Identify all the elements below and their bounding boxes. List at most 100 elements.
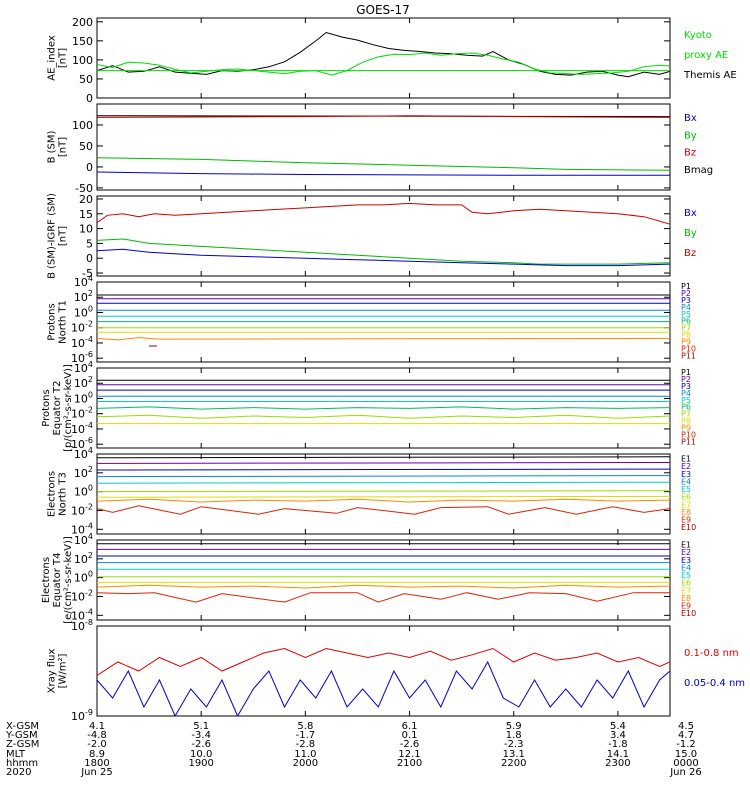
legend-label: E3 <box>681 470 691 479</box>
legend-label: E6 <box>681 579 691 588</box>
y-tick-label: 15 <box>79 208 93 221</box>
legend-label: P2 <box>681 375 691 384</box>
legend-label: P11 <box>681 352 696 361</box>
x-tick-value: 4.1 <box>89 721 105 732</box>
series-p7 <box>97 414 670 419</box>
y-tick-label: 10-2 <box>71 320 93 335</box>
legend-label: P8 <box>681 417 691 426</box>
legend-label: E5 <box>681 485 691 494</box>
x-tick-value: 13.1 <box>503 749 525 760</box>
y-tick-label: 102 <box>74 551 93 566</box>
x-tick-value: Jun 25 <box>80 767 113 778</box>
series-p6 <box>97 406 670 410</box>
x-tick-value: 5.4 <box>610 721 626 732</box>
x-tick-value: 5.8 <box>297 721 313 732</box>
x-tick-value: -2.8 <box>296 739 316 750</box>
y-tick-label: 10-9 <box>71 708 93 723</box>
legend-label: E1 <box>681 455 691 464</box>
legend-label: 0.1-0.8 nm <box>684 648 739 659</box>
panel-e_equator: 10-4 10-2 100 102 104 Electrons Equator T4 [e/(… <box>41 532 696 624</box>
legend-label: Bz <box>684 248 696 259</box>
y-axis-label: B (SM) <box>47 130 58 163</box>
legend-label: P1 <box>681 282 691 291</box>
y-tick-label: 102 <box>74 289 93 304</box>
series-group <box>97 115 670 176</box>
legend-label: E4 <box>681 477 691 486</box>
legend-label: E2 <box>681 462 691 471</box>
panel-e_north: 10-4 10-2 100 102 104 Electrons North T3 E1E2E3… <box>47 446 697 536</box>
x-tick-value: 6.1 <box>402 721 418 732</box>
y-tick-label: 100 <box>72 54 93 67</box>
x-tick-value: Jun 26 <box>669 767 702 778</box>
panel-frame <box>96 453 671 535</box>
legend-label: P5 <box>681 310 691 319</box>
x-row-label: Z-GSM <box>6 739 39 750</box>
y-axis-label: Equator T2 <box>52 381 63 436</box>
x-tick-value: 8.9 <box>89 749 105 760</box>
x-tick-value: 11.0 <box>294 749 316 760</box>
y-tick-label: -5 <box>82 267 93 280</box>
x-tick-value: 4.5 <box>678 721 694 732</box>
y-axis-label: North T1 <box>58 300 69 344</box>
legend-label: P6 <box>681 403 691 412</box>
x-tick-value: 1900 <box>188 758 213 769</box>
y-tick-label: 10-6 <box>71 436 93 451</box>
y-axis-label: North T3 <box>58 472 69 516</box>
panel-xray: 10-9 10-8 Xray flux [W/m²] 0.1-0.8 nm 0.05-0.… <box>47 618 746 723</box>
x-tick-value: -2.6 <box>191 739 211 750</box>
x-tick-value: -2.3 <box>504 739 524 750</box>
panel-bsm: -50 0 50 100 B (SM) [nT] Bx By Bz Bmag <box>47 103 713 195</box>
x-tick-value: 2000 <box>293 758 318 769</box>
y-tick-label: 104 <box>74 532 93 547</box>
x-tick-value: 14.1 <box>607 749 629 760</box>
series-group <box>97 294 670 347</box>
chart-title: GOES-17 <box>356 3 410 17</box>
legend-label: P3 <box>681 382 691 391</box>
panel-frame <box>96 103 671 191</box>
legend-label: Bz <box>684 148 696 159</box>
y-tick-label: 104 <box>74 274 93 289</box>
legend-label: E4 <box>681 563 691 572</box>
x-row-label: hhmm <box>6 758 38 769</box>
legend-label: E9 <box>681 602 691 611</box>
legend-label: P9 <box>681 424 691 433</box>
x-row-label: Y-GSM <box>5 730 38 741</box>
legend-label: E6 <box>681 493 691 502</box>
legend-label: Themis AE <box>683 70 737 81</box>
y-tick-label: 0 <box>86 252 93 265</box>
series-group <box>97 647 670 716</box>
legend-label: E10 <box>681 523 696 532</box>
series-0-1-0-8-nm <box>97 647 670 676</box>
y-tick-label: 100 <box>74 390 93 405</box>
y-tick-label: 50 <box>79 73 93 86</box>
x-tick-value: -1.7 <box>296 730 316 741</box>
series-group <box>97 543 670 603</box>
legend-label: E7 <box>681 500 691 509</box>
legend-label: Bx <box>684 208 697 219</box>
legend-label: P8 <box>681 331 691 340</box>
series-bz <box>97 115 670 118</box>
series-e2 <box>97 462 670 464</box>
y-axis-label: Protons <box>47 303 58 340</box>
series-e7 <box>97 495 670 498</box>
series-e6 <box>97 490 670 493</box>
y-tick-label: 50 <box>79 140 93 153</box>
legend-label: P4 <box>681 303 691 312</box>
panel-ae: 0 50 100 150 200 AE_index [nT] Kyoto proxy AE The… <box>47 16 737 105</box>
legend-label: 0.05-0.4 nm <box>684 678 745 689</box>
series-bz <box>97 202 670 225</box>
x-tick-value: 4.7 <box>678 730 694 741</box>
legend-label: E7 <box>681 586 691 595</box>
y-tick-label: 102 <box>74 465 93 480</box>
x-row-label: X-GSM <box>6 721 39 732</box>
legend-label: Kyoto <box>684 30 712 41</box>
y-tick-label: 100 <box>74 484 93 499</box>
y-tick-label: 0 <box>86 92 93 105</box>
y-tick-label: 10 <box>79 223 93 236</box>
y-tick-label: 10-4 <box>71 335 93 350</box>
x-tick-value: 0.1 <box>402 730 418 741</box>
legend-label: P4 <box>681 389 691 398</box>
